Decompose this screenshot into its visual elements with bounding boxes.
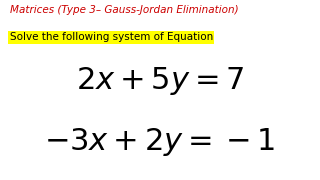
- Text: $2x + 5y = 7$: $2x + 5y = 7$: [76, 65, 244, 97]
- Text: Matrices (Type 3– Gauss-Jordan Elimination): Matrices (Type 3– Gauss-Jordan Eliminati…: [10, 5, 238, 15]
- Text: Solve the following system of Equation: Solve the following system of Equation: [10, 32, 213, 42]
- Text: $-3x + 2y = -1$: $-3x + 2y = -1$: [44, 126, 276, 158]
